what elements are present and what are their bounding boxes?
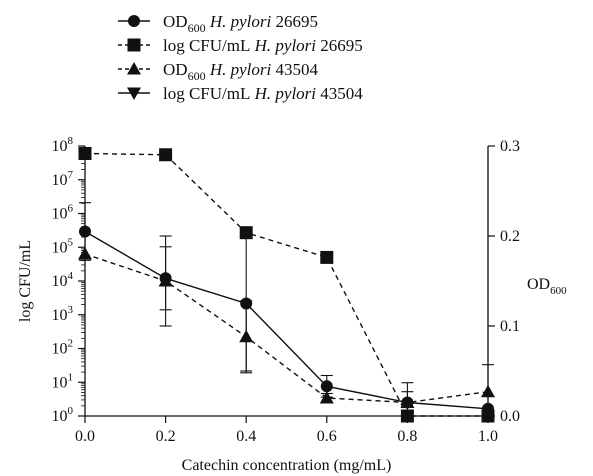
axes: 100 101 102 103 104 105 106 107 108 0.0 0.1 0.2 0.3 0… [17, 135, 567, 474]
y-right-tick-label: 0.0 [500, 408, 520, 425]
y-left-tick-label: 103 [52, 304, 74, 324]
y-left-tick-label: 102 [52, 338, 74, 358]
y-axis-left-title: log CFU/mL [17, 240, 34, 322]
x-tick-label: 0.2 [156, 428, 176, 445]
y-right-tick-label: 0.1 [500, 318, 520, 335]
plot-area [78, 146, 495, 423]
series-line [84, 253, 489, 404]
y-left-tick-label: 104 [52, 270, 74, 290]
x-tick-label: 0.0 [75, 428, 95, 445]
legend-marker [127, 87, 141, 100]
y-left-tick-label: 105 [52, 236, 74, 256]
x-tick-label: 0.6 [317, 428, 337, 445]
legend-marker [128, 15, 140, 27]
data-point [159, 148, 173, 162]
data-point [239, 226, 253, 240]
y-left-tick-label: 101 [52, 371, 74, 391]
y-left-tick-label: 106 [52, 203, 74, 223]
x-tick-label: 0.4 [236, 428, 256, 445]
x-tick-label: 1.0 [478, 428, 498, 445]
legend-marker [127, 62, 141, 75]
data-point [158, 274, 173, 287]
series-1 [79, 202, 494, 415]
data-point [320, 250, 334, 264]
y-left-tick-label: 108 [52, 135, 74, 155]
legend-marker [127, 38, 141, 52]
legend-entry-3: OD600 H. pylori 43504 [118, 60, 318, 83]
legend-label: OD600 H. pylori 43504 [163, 60, 318, 83]
legend-entry-4: log CFU/mL H. pylori 43504 [118, 84, 363, 103]
y-right-tick-label: 0.2 [500, 228, 520, 245]
legend-label: OD600 H. pylori 26695 [163, 12, 318, 35]
series-line [84, 230, 489, 410]
series-2 [78, 146, 495, 423]
data-point [319, 391, 334, 404]
y-right-tick-label: 0.3 [500, 138, 520, 155]
y-axis-right-title: OD600 [527, 276, 567, 297]
y-left-tick-label: 100 [52, 405, 74, 425]
legend-label: log CFU/mL H. pylori 43504 [163, 84, 363, 103]
legend-entry-2: log CFU/mL H. pylori 26695 [118, 36, 363, 55]
series-3 [78, 235, 495, 417]
legend-label: log CFU/mL H. pylori 26695 [163, 36, 363, 55]
x-tick-label: 0.8 [397, 428, 417, 445]
data-point [320, 380, 333, 393]
data-point [400, 395, 415, 408]
legend-entry-1: OD600 H. pylori 26695 [118, 12, 318, 35]
x-axis-title: Catechin concentration (mg/mL) [182, 457, 392, 474]
series-line [84, 152, 488, 417]
data-point [239, 329, 254, 343]
y-left-tick-label: 107 [52, 169, 74, 189]
